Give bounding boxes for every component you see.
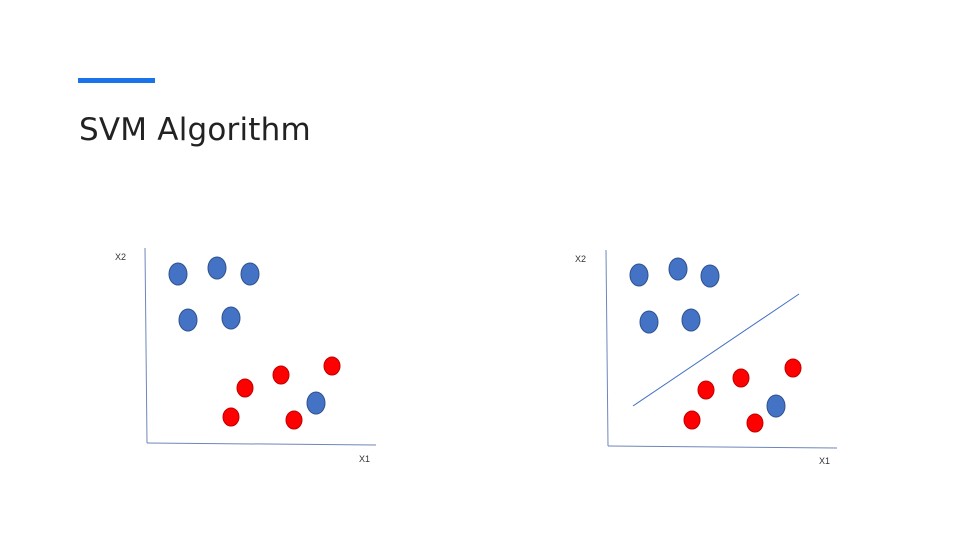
- x-axis-label: X1: [359, 454, 371, 464]
- separating-hyperplane: [632, 293, 800, 407]
- y-axis-label: X2: [115, 252, 127, 262]
- red-point: [285, 410, 303, 430]
- red-point: [732, 368, 750, 388]
- blue-point: [629, 263, 649, 287]
- red-point: [683, 410, 701, 430]
- blue-point: [178, 308, 198, 332]
- red-point: [236, 378, 254, 398]
- slide-title: SVM Algorithm: [79, 112, 311, 148]
- x-axis-line: [607, 445, 838, 449]
- blue-point: [240, 262, 260, 286]
- scatter-plot-right: [605, 249, 838, 449]
- red-point: [272, 365, 290, 385]
- red-point: [784, 358, 802, 378]
- red-point: [323, 356, 341, 376]
- scatter-panel-right: X2 X1: [570, 240, 838, 470]
- blue-point: [668, 257, 688, 281]
- x-axis-label: X1: [819, 456, 831, 466]
- y-axis-label: X2: [575, 254, 587, 264]
- red-point: [746, 413, 764, 433]
- blue-point: [681, 308, 701, 332]
- red-point: [697, 380, 715, 400]
- blue-point: [306, 391, 326, 415]
- blue-point: [221, 306, 241, 330]
- scatter-plot-left: [144, 247, 377, 446]
- y-axis-line: [605, 249, 609, 447]
- x-axis-line: [146, 442, 377, 446]
- blue-point: [766, 394, 786, 418]
- blue-point: [639, 310, 659, 334]
- y-axis-line: [144, 247, 148, 444]
- blue-point: [700, 264, 720, 288]
- red-point: [222, 407, 240, 427]
- blue-point: [207, 256, 227, 280]
- scatter-panel-left: X2 X1: [110, 240, 377, 470]
- title-accent-bar: [78, 78, 155, 83]
- blue-point: [168, 262, 188, 286]
